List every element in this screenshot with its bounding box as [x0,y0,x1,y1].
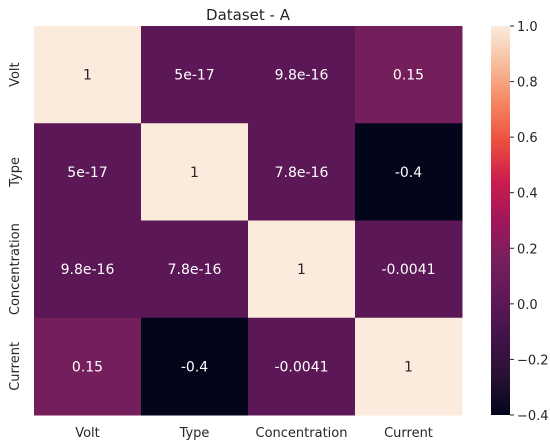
cell-value-label: -0.0041 [274,359,328,375]
y-tick-label: Type [8,157,23,188]
y-axis-ticks: Volt Type Concentration Current [8,62,23,390]
heatmap-cell [248,123,356,221]
cell-value-label: -0.4 [395,165,422,181]
y-tick-label: Concentration [8,223,23,315]
heatmap-cell [141,220,249,319]
heatmap-cell [34,220,142,319]
colorbar-tick-label: 0.8 [517,76,538,91]
cell-value-label: 1 [83,68,92,84]
heatmap-cell [355,26,463,124]
heatmap-cell [141,26,249,124]
heatmap-cell [34,26,142,124]
cell-value-label: 9.8e-16 [275,68,329,84]
heatmap-cell [355,220,463,319]
cell-value-label: 9.8e-16 [61,262,115,278]
colorbar-tick-label: −0.2 [517,353,549,368]
cell-value-label: 7.8e-16 [275,165,329,181]
heatmap-cell [34,317,142,416]
y-tick-label: Volt [8,62,23,87]
heatmap-cell [141,123,249,221]
colorbar-tick-label: 0.0 [517,298,538,313]
heatmap-cell [248,220,356,319]
colorbar-tick-label: 0.6 [517,131,538,146]
colorbar-tick-label: 0.2 [517,242,538,257]
cell-value-label: 0.15 [393,68,424,84]
heatmap-cell [248,317,356,416]
heatmap-cell [141,317,249,416]
colorbar-tick-label: −0.4 [517,409,549,424]
heatmap-cell [355,317,463,416]
cell-value-label: 0.15 [72,359,103,375]
cell-value-label: -0.0041 [381,262,435,278]
colorbar-tick-label: 0.4 [517,187,538,202]
x-axis-ticks: Volt Type Concentration Current [75,426,433,441]
cell-value-label: 5e-17 [174,68,214,84]
cell-value-label: 1 [190,165,199,181]
cell-value-label: -0.4 [181,359,208,375]
x-tick-label: Volt [75,426,100,441]
heatmap-cells [34,26,463,416]
heatmap-cell [248,26,356,124]
heatmap-annotations: 1 5e-17 9.8e-16 0.15 5e-17 1 7.8e-16 -0.4 9.8e-1… [61,68,436,376]
colorbar-tick-label: 1.0 [517,20,538,35]
x-tick-label: Type [179,426,210,441]
x-tick-label: Concentration [256,426,348,441]
cell-value-label: 1 [404,359,413,375]
colorbar: −0.4 −0.2 0.0 0.2 0.4 0.6 0.8 1.0 [491,20,549,424]
x-tick-label: Current [384,426,433,441]
colorbar-gradient [491,26,510,415]
heatmap-cell [355,123,463,221]
heatmap-cell [34,123,142,221]
cell-value-label: 5e-17 [67,165,107,181]
cell-value-label: 1 [297,262,306,278]
y-tick-label: Current [8,342,23,391]
cell-value-label: 7.8e-16 [168,262,222,278]
chart-title: Dataset - A [206,6,291,24]
